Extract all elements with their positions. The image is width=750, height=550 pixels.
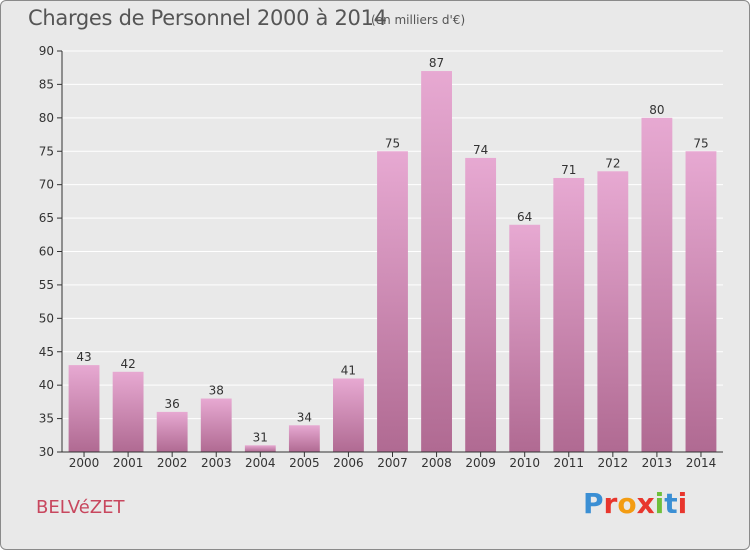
bar-2010: [509, 224, 541, 452]
place-name: BELVéZET: [36, 497, 125, 518]
data-label-2006: 41: [341, 363, 356, 377]
axes: 30 35 40 45 50 55 60 65 70 75 80 85 90 2000 2001 2002 20…: [39, 44, 723, 470]
data-label-2001: 42: [120, 357, 135, 371]
data-label-2012: 72: [605, 156, 620, 170]
y-tick-label: 70: [39, 178, 54, 192]
x-tick-label: 2002: [157, 456, 188, 470]
y-tick-label: 35: [39, 412, 54, 426]
bar-2005: [288, 425, 320, 452]
x-tick-label: 2010: [509, 456, 540, 470]
y-tick-label: 60: [39, 245, 54, 259]
x-tick-label: 2012: [598, 456, 629, 470]
x-tick-label: 2009: [465, 456, 496, 470]
x-tick-label: 2008: [421, 456, 452, 470]
bar-2007: [377, 151, 408, 452]
data-label-2004: 31: [253, 430, 268, 444]
bar-2013: [641, 117, 673, 452]
bar-2006: [333, 378, 364, 452]
bars: [68, 71, 717, 453]
logo-letter: r: [603, 487, 618, 520]
chart-subtitle: (en milliers d'€): [371, 13, 466, 27]
x-tick-label: 2000: [69, 456, 100, 470]
bar-2014: [685, 151, 717, 452]
y-tick-label: 80: [39, 111, 54, 125]
logo-letter: i: [654, 487, 665, 520]
bar-2009: [465, 157, 497, 452]
data-label-2010: 64: [517, 210, 532, 224]
bar-2002: [156, 411, 188, 452]
bar-2008: [421, 71, 452, 453]
data-label-2008: 87: [429, 56, 444, 70]
logo-letter: o: [617, 487, 637, 520]
logo-letter: i: [677, 487, 688, 520]
y-tick-label: 55: [39, 278, 54, 292]
x-tick-label: 2011: [553, 456, 584, 470]
data-label-2007: 75: [385, 136, 400, 150]
proxiti-logo: Proxiti: [583, 487, 687, 520]
bar-2012: [597, 171, 629, 453]
logo-letter: P: [583, 487, 604, 520]
y-tick-label: 65: [39, 211, 54, 225]
data-label-2014: 75: [693, 136, 708, 150]
data-label-2000: 43: [76, 350, 91, 364]
logo-letter: t: [664, 487, 678, 520]
y-tick-label: 30: [39, 445, 54, 459]
x-tick-label: 2006: [333, 456, 364, 470]
x-tick-label: 2014: [686, 456, 717, 470]
data-label-2005: 34: [297, 410, 312, 424]
bar-2003: [200, 398, 232, 452]
data-label-2009: 74: [473, 143, 488, 157]
logo-letter: x: [636, 487, 655, 520]
y-tick-label: 90: [39, 44, 54, 58]
data-label-2003: 38: [209, 384, 224, 398]
data-label-2013: 80: [649, 103, 664, 117]
y-tick-label: 45: [39, 345, 54, 359]
x-tick-label: 2001: [113, 456, 144, 470]
y-tick-label: 50: [39, 311, 54, 325]
y-tick-label: 40: [39, 378, 54, 392]
y-tick-label: 75: [39, 144, 54, 158]
x-tick-label: 2004: [245, 456, 276, 470]
x-tick-label: 2005: [289, 456, 320, 470]
bar-2004: [244, 445, 276, 452]
x-tick-label: 2007: [377, 456, 408, 470]
data-label-2002: 36: [165, 397, 180, 411]
data-labels: 43 42 36 38 31 34 41 75 87 74 64 71 72 80 75: [76, 56, 708, 444]
x-tick-label: 2003: [201, 456, 232, 470]
x-tick-label: 2013: [642, 456, 673, 470]
bar-2000: [68, 365, 100, 452]
data-label-2011: 71: [561, 163, 576, 177]
y-tick-label: 85: [39, 77, 54, 91]
bar-2011: [553, 177, 585, 452]
chart-title: Charges de Personnel 2000 à 2014: [28, 6, 387, 30]
bar-2001: [112, 371, 144, 452]
